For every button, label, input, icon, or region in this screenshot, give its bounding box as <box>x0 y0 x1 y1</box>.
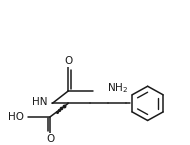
Text: HO: HO <box>8 112 24 122</box>
Text: HN: HN <box>32 97 47 107</box>
Text: NH$_2$: NH$_2$ <box>107 81 128 95</box>
Text: O: O <box>64 56 72 66</box>
Text: O: O <box>46 134 55 144</box>
